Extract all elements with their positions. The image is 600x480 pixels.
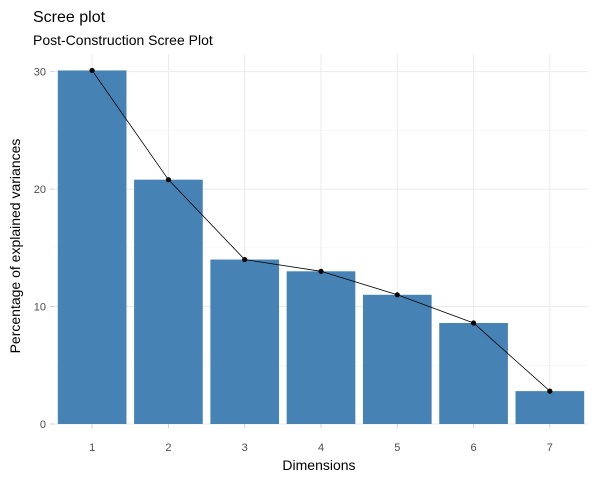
bar-dim-1: [57, 70, 127, 424]
chart-subtitle: Post-Construction Scree Plot: [33, 32, 213, 48]
x-axis-ticks: 1 2 3 4 5 6 7: [89, 424, 553, 454]
y-axis-label: Percentage of explained variances: [7, 139, 23, 354]
point-dim-5: [394, 292, 400, 298]
points-group: [89, 67, 553, 394]
x-axis-label: Dimensions: [282, 457, 355, 473]
bar-dim-4: [286, 271, 356, 424]
x-tick-label: 4: [318, 442, 324, 454]
x-tick-label: 3: [242, 442, 248, 454]
bar-dim-3: [210, 259, 280, 424]
point-dim-3: [242, 256, 248, 263]
x-tick-label: 7: [547, 442, 553, 454]
y-tick-label: 30: [34, 67, 46, 79]
y-tick-label: 0: [40, 419, 46, 431]
point-dim-2: [165, 177, 172, 183]
bar-dim-2: [134, 179, 203, 424]
y-axis-ticks: 0 10 20 30: [34, 67, 54, 431]
chart-title: Scree plot: [33, 9, 106, 26]
point-dim-7: [547, 388, 553, 394]
bar-dim-6: [439, 322, 508, 424]
y-tick-label: 10: [34, 302, 46, 314]
x-tick-label: 1: [89, 442, 95, 454]
point-dim-6: [470, 320, 477, 326]
point-dim-4: [318, 268, 324, 274]
bar-dim-7: [515, 391, 585, 424]
bars-group: [57, 70, 585, 424]
bar-dim-5: [362, 294, 432, 424]
x-tick-label: 6: [471, 442, 477, 454]
point-dim-1: [89, 67, 95, 74]
x-tick-label: 5: [394, 442, 400, 454]
x-tick-label: 2: [165, 442, 171, 454]
y-tick-label: 20: [34, 184, 46, 196]
